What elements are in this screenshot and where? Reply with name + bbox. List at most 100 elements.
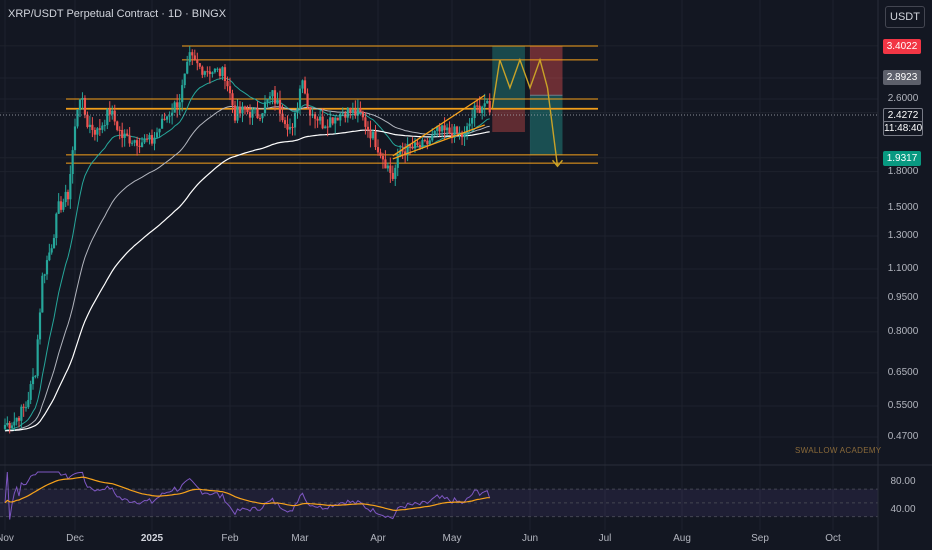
candle-body	[471, 117, 474, 124]
candle-body	[291, 126, 294, 128]
time-tick-label: Mar	[291, 533, 309, 544]
time-tick-label: Jul	[598, 533, 612, 544]
candle-body	[128, 135, 131, 144]
candle-body	[404, 151, 407, 156]
candle-body	[206, 71, 209, 73]
candle-body	[52, 238, 56, 249]
candle-body	[62, 202, 65, 210]
candle-body	[176, 102, 179, 108]
candle-body	[160, 118, 164, 129]
candle-body	[286, 124, 289, 130]
candle-body	[460, 132, 464, 138]
price-tick-label: 1.1000	[887, 262, 919, 274]
candle-body	[186, 61, 189, 74]
candle-body	[334, 117, 337, 124]
candle-body	[73, 126, 77, 151]
candle-body	[278, 99, 282, 114]
candle-body	[143, 138, 146, 143]
currency-unit-button[interactable]: USDT	[885, 6, 925, 28]
candle-body	[321, 116, 324, 129]
candle-body	[256, 108, 259, 119]
candle-body	[29, 384, 32, 400]
resistance-price-badge: 2.8923	[883, 70, 921, 85]
candle-body	[91, 124, 94, 130]
rsi-tick-label: 40.00	[890, 503, 916, 515]
candle-body	[201, 66, 204, 75]
candle-body	[165, 116, 169, 120]
time-tick-label: Feb	[221, 533, 239, 544]
candle-body	[349, 107, 352, 113]
candle-body	[396, 154, 399, 168]
candle-body	[126, 133, 129, 136]
candle-body	[303, 80, 307, 94]
candle-body	[118, 129, 121, 131]
candle-body	[391, 172, 394, 179]
position-zones	[492, 46, 563, 155]
candle-body	[22, 406, 25, 408]
time-tick-label: Aug	[673, 533, 691, 544]
candle-body	[193, 55, 196, 60]
candle-body	[271, 90, 274, 97]
candle-body	[263, 102, 267, 114]
candle-body	[473, 105, 476, 118]
candle-body	[43, 274, 46, 276]
candle-body	[173, 102, 176, 113]
candle-body	[339, 113, 342, 121]
candle-body	[344, 113, 347, 118]
candle-body	[283, 120, 287, 125]
candle-body	[448, 127, 451, 133]
candle-body	[351, 109, 354, 113]
price-tick-label: 1.8000	[887, 165, 919, 177]
candle-body	[436, 126, 439, 131]
candle-body	[148, 135, 151, 140]
candle-body	[153, 137, 156, 144]
candle-body	[381, 155, 385, 160]
candle-body	[455, 126, 459, 134]
ema-20-line	[4, 77, 490, 431]
candle-body	[384, 159, 387, 169]
candle-body	[218, 68, 222, 76]
candle-body	[226, 80, 229, 87]
candle-body	[246, 109, 249, 112]
candle-body	[281, 113, 284, 121]
candle-body	[488, 100, 491, 113]
candle-body	[276, 99, 279, 104]
candle-body	[331, 117, 334, 124]
candle-body	[364, 117, 367, 127]
candle-body	[366, 126, 370, 130]
price-tick-label: 1.3000	[887, 229, 919, 241]
candle-body	[81, 97, 84, 100]
stop-price-badge: 1.9317	[883, 151, 921, 166]
candle-body	[96, 128, 99, 135]
candle-body	[433, 130, 436, 135]
rsi-tick-label: 80.00	[890, 476, 916, 488]
moving-averages	[4, 77, 490, 432]
candle-body	[296, 107, 299, 113]
candle-body	[261, 113, 264, 119]
time-tick-label: Nov	[0, 533, 14, 544]
candle-body	[211, 72, 214, 75]
candle-body	[138, 145, 141, 147]
candle-body	[163, 118, 166, 120]
candle-body	[93, 129, 96, 135]
candle-body	[423, 140, 426, 142]
time-tick-label: Sep	[751, 533, 769, 544]
candle-body	[241, 106, 244, 114]
candle-body	[386, 165, 389, 169]
candle-body	[369, 129, 372, 139]
candle-body	[45, 260, 49, 275]
candle-body	[36, 339, 39, 376]
candle-body	[379, 152, 382, 156]
candle-body	[38, 312, 42, 340]
candle-body	[64, 191, 67, 203]
candle-body	[203, 71, 206, 75]
horizontal-levels	[66, 45, 598, 164]
candle-body	[341, 113, 344, 115]
candle-body	[10, 425, 14, 429]
candle-body	[468, 123, 471, 127]
short-target-zone	[530, 95, 563, 155]
candle-body	[123, 133, 126, 138]
candle-body	[428, 140, 431, 145]
candle-body	[78, 99, 82, 110]
